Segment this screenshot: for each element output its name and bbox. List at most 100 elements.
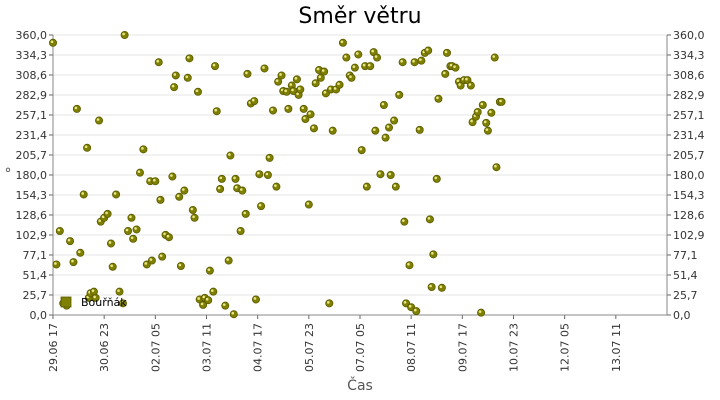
- data-point-highlight: [396, 92, 400, 96]
- data-point-highlight: [316, 67, 320, 71]
- data-point: [466, 81, 475, 90]
- data-point: [497, 97, 506, 106]
- data-point: [320, 67, 329, 76]
- data-point: [272, 182, 281, 191]
- y-tick-label: 25,7: [23, 289, 48, 302]
- y-axis-label: °: [5, 166, 12, 182]
- data-point: [442, 48, 451, 57]
- data-point-highlight: [275, 79, 279, 82]
- data-point-highlight: [74, 106, 78, 110]
- data-point: [451, 63, 460, 72]
- data-point-highlight: [427, 217, 431, 220]
- y-tick-label: 231,4: [16, 129, 48, 142]
- data-point-highlight: [492, 55, 496, 58]
- data-point-highlight: [197, 297, 200, 300]
- data-point-highlight: [386, 125, 390, 128]
- data-point-highlight: [367, 63, 371, 67]
- y-tick-label-right: 334,3: [673, 49, 705, 62]
- data-point-highlight: [419, 58, 422, 61]
- data-point-highlight: [403, 301, 407, 304]
- data-point-highlight: [50, 40, 54, 44]
- y-tick-label: 360,0: [16, 29, 48, 42]
- data-point: [106, 239, 115, 248]
- data-point-highlight: [253, 297, 257, 300]
- data-point-highlight: [245, 71, 248, 75]
- data-point-highlight: [108, 241, 112, 244]
- data-point-highlight: [163, 232, 166, 236]
- data-point: [386, 170, 395, 179]
- data-point: [255, 170, 264, 179]
- data-point-highlight: [178, 263, 182, 267]
- data-point: [482, 118, 491, 127]
- data-point-highlight: [93, 295, 96, 299]
- data-point: [263, 170, 272, 179]
- data-point: [95, 116, 104, 125]
- data-point: [437, 283, 446, 292]
- data-point-highlight: [211, 289, 214, 292]
- data-point-highlight: [468, 83, 472, 86]
- x-tick-label: 13.07 11: [610, 323, 623, 372]
- data-point: [226, 151, 235, 160]
- data-point-highlight: [190, 207, 194, 211]
- data-point: [362, 182, 371, 191]
- data-point: [212, 107, 221, 116]
- data-point-highlight: [257, 171, 260, 175]
- data-point-highlight: [110, 264, 113, 268]
- data-point: [132, 225, 141, 234]
- data-point-highlight: [234, 185, 238, 189]
- data-point: [412, 307, 421, 316]
- data-point-highlight: [219, 176, 223, 180]
- data-point: [204, 296, 213, 305]
- data-point-highlight: [328, 87, 332, 90]
- x-tick-label: 02.07 05: [149, 323, 162, 372]
- data-point-highlight: [231, 311, 235, 315]
- data-point-highlight: [456, 79, 460, 82]
- data-point-highlight: [434, 176, 438, 180]
- data-point: [478, 101, 487, 110]
- data-point-highlight: [222, 303, 226, 306]
- data-point: [304, 200, 313, 209]
- data-point-highlight: [54, 262, 57, 265]
- data-point: [127, 213, 136, 222]
- data-point: [216, 184, 225, 193]
- data-point: [250, 97, 259, 106]
- x-tick-label: 08.07 11: [405, 323, 418, 372]
- y-tick-label-right: 360,0: [673, 29, 705, 42]
- data-point-highlight: [202, 295, 206, 299]
- data-point: [52, 260, 61, 269]
- data-point: [265, 153, 274, 162]
- legend-swatch: [60, 296, 72, 308]
- y-tick-label: 0,0: [30, 309, 48, 322]
- data-point: [417, 56, 426, 65]
- data-point-highlight: [311, 126, 315, 129]
- data-point: [477, 308, 486, 317]
- data-point-highlight: [321, 69, 325, 72]
- y-tick-label-right: 205,7: [673, 149, 705, 162]
- data-point: [376, 170, 385, 179]
- data-point: [129, 234, 138, 243]
- data-point-highlight: [478, 310, 482, 313]
- data-point-highlight: [494, 164, 497, 168]
- data-point-highlight: [77, 250, 81, 254]
- data-point-highlight: [251, 98, 255, 102]
- data-point: [115, 287, 124, 296]
- data-point-highlight: [458, 83, 461, 86]
- data-point-highlight: [308, 112, 311, 115]
- data-point-highlight: [294, 77, 298, 80]
- data-point-highlight: [212, 63, 216, 67]
- data-point-highlight: [412, 59, 415, 63]
- data-point-highlight: [330, 128, 334, 131]
- data-point-highlight: [286, 106, 289, 110]
- data-point: [76, 248, 85, 257]
- data-point-highlight: [243, 211, 247, 215]
- data-point: [342, 53, 351, 62]
- data-point: [432, 174, 441, 183]
- y-tick-label: 180,0: [16, 169, 48, 182]
- y-tick-label: 102,9: [16, 229, 48, 242]
- data-point-highlight: [262, 66, 265, 69]
- data-point-highlight: [120, 301, 124, 304]
- data-point-highlight: [340, 40, 344, 44]
- x-tick-label: 30.06 23: [98, 323, 111, 372]
- data-point-highlight: [431, 252, 434, 255]
